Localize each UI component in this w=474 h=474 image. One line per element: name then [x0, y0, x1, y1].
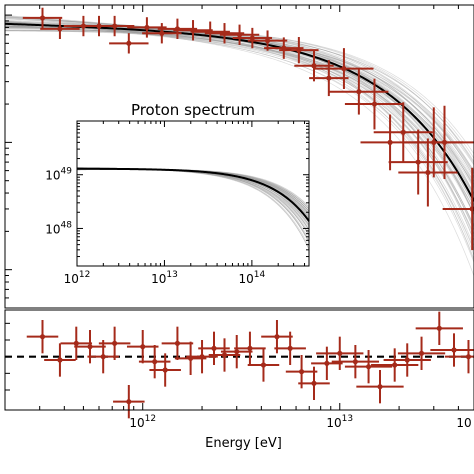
- residual-point: [234, 331, 266, 365]
- residual-point: [356, 370, 404, 404]
- inset-ticks: 1012 1013 1014 1048 1049: [45, 120, 309, 286]
- data-points: [22, 7, 474, 251]
- residual-point: [298, 366, 330, 400]
- data-point: [344, 78, 405, 130]
- main-spectrum-panel: [4, 4, 474, 309]
- x-axis-label: Energy [eV]: [205, 436, 282, 451]
- inset-best-fit: [77, 167, 310, 222]
- residual-point: [247, 348, 280, 382]
- residual-point: [274, 331, 306, 365]
- residual-point: [371, 348, 419, 382]
- residual-point: [415, 311, 463, 345]
- data-point: [309, 60, 349, 97]
- data-point: [314, 48, 374, 90]
- inset-curve: [77, 167, 310, 222]
- residual-point: [98, 326, 131, 360]
- residual-point: [208, 338, 241, 372]
- inset-background: [77, 121, 309, 266]
- data-point: [414, 105, 474, 180]
- data-point: [442, 167, 474, 251]
- residual-point: [26, 320, 59, 354]
- data-point: [94, 15, 135, 37]
- main-ticks: [4, 5, 459, 309]
- data-point: [373, 102, 433, 163]
- main-axes-frame: [4, 4, 474, 309]
- residual-axes-frame: [4, 309, 474, 411]
- data-point: [232, 27, 273, 49]
- residual-point: [430, 333, 474, 367]
- inset-x-tick-label: 1014: [239, 270, 266, 286]
- data-point: [294, 50, 334, 82]
- residual-point: [44, 343, 76, 377]
- data-point: [22, 7, 63, 29]
- x-tick-label: 10: [456, 416, 471, 430]
- residual-point: [74, 330, 106, 364]
- residual-point: [311, 346, 343, 380]
- residual-point: [113, 385, 145, 419]
- residual-ticks: 1012 1013 10: [4, 322, 472, 430]
- data-point: [329, 68, 389, 115]
- residual-point: [186, 340, 218, 374]
- data-point: [40, 18, 80, 40]
- inset-y-tick-label: 1048: [45, 220, 72, 236]
- inset-title: Proton spectrum: [131, 101, 255, 119]
- data-point: [109, 33, 149, 54]
- data-point: [388, 129, 448, 195]
- inset-x-tick-label: 1013: [151, 270, 178, 286]
- residual-points: [26, 311, 474, 419]
- data-point: [142, 23, 182, 44]
- residual-point: [344, 350, 393, 384]
- residual-point: [60, 326, 93, 360]
- residual-point: [397, 336, 446, 370]
- data-point: [157, 18, 198, 40]
- inset-panel: 1012 1013 1014 1048 1049 Proton spectrum: [45, 101, 310, 286]
- residual-point: [149, 353, 181, 387]
- residual-point: [220, 335, 253, 369]
- data-point: [279, 37, 319, 64]
- residual-point: [383, 343, 431, 377]
- residual-point: [444, 340, 474, 374]
- residual-point: [126, 330, 159, 364]
- data-point: [398, 138, 458, 207]
- residual-panel: 1012 1013 10 Energy [eV]: [4, 309, 474, 451]
- inset-axes-frame: [76, 120, 310, 267]
- inset-y-tick-label: 1049: [45, 167, 72, 183]
- residual-point: [161, 326, 194, 360]
- x-tick-label: 1013: [326, 414, 353, 430]
- x-tick-label: 1012: [129, 414, 156, 430]
- residual-point: [331, 345, 380, 379]
- inset-x-tick-label: 1012: [64, 270, 91, 286]
